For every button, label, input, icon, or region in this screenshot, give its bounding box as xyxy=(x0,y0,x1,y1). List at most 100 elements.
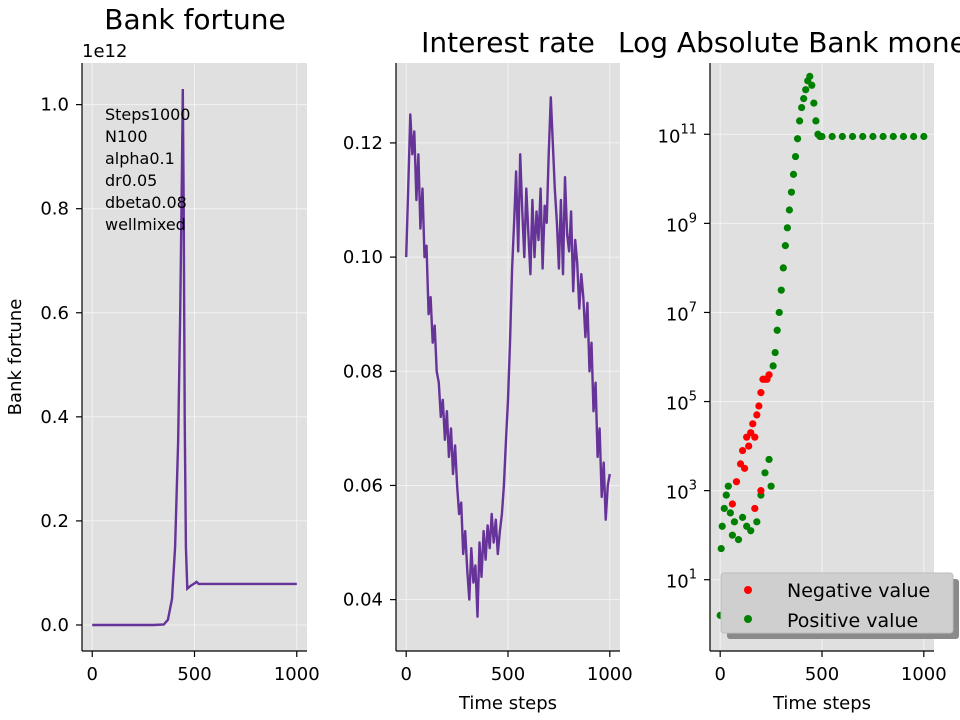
scatter-points xyxy=(716,72,928,619)
point-positive xyxy=(777,286,785,294)
ticks-interest-rate: 0 500 1000 0.04 0.06 0.08 0.10 0.12 xyxy=(343,133,633,685)
point-positive xyxy=(806,72,814,80)
grid-bank-fortune xyxy=(82,63,307,651)
point-positive xyxy=(808,81,816,89)
y-tick-label: 0.4 xyxy=(40,407,69,428)
point-positive xyxy=(775,308,783,317)
point-positive xyxy=(730,518,739,526)
y-tick-label: 0.0 xyxy=(40,615,69,636)
y-tick-exponent: 5 xyxy=(689,390,697,405)
point-positive xyxy=(761,469,769,477)
y-tick-label: 101 xyxy=(666,568,697,593)
legend-marker-negative xyxy=(744,586,752,594)
y-tick-label: 1.0 xyxy=(40,95,69,116)
y-tick-base: 10 xyxy=(658,126,681,147)
x-tick-label: 500 xyxy=(805,664,839,685)
point-positive xyxy=(920,132,928,141)
panel-interest-rate: 0 500 1000 0.04 0.06 0.08 0.10 0.12 Interest ra… xyxy=(343,26,633,714)
y-tick-base: 10 xyxy=(666,483,689,504)
y-tick-base: 10 xyxy=(666,304,689,325)
point-negative xyxy=(757,487,765,495)
x-tick-label: 0 xyxy=(87,664,98,685)
point-positive xyxy=(785,206,794,214)
chart-title-bank-fortune: Bank fortune xyxy=(104,3,285,36)
y-tick-label: 0.04 xyxy=(343,590,383,611)
x-axis-label-interest-rate: Time steps xyxy=(458,693,557,714)
legend-box xyxy=(720,572,954,634)
y-tick-label: 0.2 xyxy=(40,511,69,532)
point-positive xyxy=(720,504,728,513)
point-positive xyxy=(765,455,773,464)
point-positive xyxy=(724,482,732,490)
y-tick-exponent: 1 xyxy=(689,568,697,583)
series-interest-rate-line xyxy=(405,96,611,618)
point-negative xyxy=(755,402,763,410)
point-positive xyxy=(798,103,806,112)
point-positive xyxy=(848,132,857,141)
legend-label-negative: Negative value xyxy=(787,580,930,602)
point-positive xyxy=(753,518,761,526)
offset-text-bank-fortune: 1e12 xyxy=(82,41,127,62)
y-tick-label: 0.08 xyxy=(343,361,383,382)
point-negative xyxy=(738,446,747,455)
point-positive xyxy=(718,522,726,530)
x-tick-label: 500 xyxy=(491,664,525,685)
y-tick-exponent: 9 xyxy=(689,211,697,226)
point-positive xyxy=(791,152,800,161)
annotation-line-wellmixed: wellmixed xyxy=(105,215,186,234)
y-tick-label: 0.8 xyxy=(40,199,69,220)
x-axis-label-log-bank-money: Time steps xyxy=(772,693,871,714)
point-positive xyxy=(779,264,787,272)
point-positive xyxy=(879,132,887,141)
x-tick-label: 1000 xyxy=(274,664,320,685)
annotation-line-alpha: alpha0.1 xyxy=(105,149,175,168)
legend-marker-positive xyxy=(744,615,752,623)
x-tick-label: 500 xyxy=(177,664,211,685)
annotation-line-dr: dr0.05 xyxy=(105,171,157,190)
y-tick-base: 10 xyxy=(666,572,689,593)
point-positive xyxy=(722,491,730,499)
point-positive xyxy=(767,482,775,490)
y-axis-label-bank-fortune: Bank fortune xyxy=(5,299,26,416)
y-tick-label: 103 xyxy=(666,479,697,504)
point-positive xyxy=(910,132,918,141)
point-negative xyxy=(757,389,765,397)
point-positive xyxy=(859,132,867,141)
x-tick-label: 1000 xyxy=(901,664,947,685)
point-positive xyxy=(717,544,725,553)
y-tick-label: 0.6 xyxy=(40,303,69,324)
annotation-line-steps: Steps1000 xyxy=(105,105,190,124)
point-positive xyxy=(838,132,846,141)
point-positive xyxy=(747,527,755,535)
point-positive xyxy=(783,224,791,232)
point-positive xyxy=(771,348,779,357)
y-tick-base: 10 xyxy=(666,394,689,415)
y-tick-label: 0.10 xyxy=(343,247,383,268)
point-positive xyxy=(802,86,810,94)
y-tick-exponent: 11 xyxy=(680,122,697,137)
point-positive xyxy=(787,188,796,196)
point-negative xyxy=(751,433,759,441)
point-positive xyxy=(800,95,808,103)
point-negative xyxy=(741,464,749,472)
point-negative xyxy=(728,500,737,508)
y-tick-label: 105 xyxy=(666,390,697,415)
point-positive xyxy=(818,132,826,141)
legend-label-positive: Positive value xyxy=(787,610,918,632)
point-negative xyxy=(732,478,741,486)
point-positive xyxy=(796,117,804,125)
x-tick-label: 0 xyxy=(714,664,725,685)
chart-title-log-bank-money: Log Absolute Bank money xyxy=(618,26,960,59)
y-tick-label: 0.12 xyxy=(343,133,383,154)
point-positive xyxy=(793,135,802,143)
annotation-box: Steps1000 N100 alpha0.1 dr0.05 dbeta0.08… xyxy=(105,105,190,234)
point-positive xyxy=(899,132,908,141)
point-positive xyxy=(726,509,734,517)
point-negative xyxy=(765,371,773,379)
point-negative xyxy=(745,442,753,450)
y-tick-label: 0.06 xyxy=(343,475,383,496)
point-positive xyxy=(781,242,789,250)
